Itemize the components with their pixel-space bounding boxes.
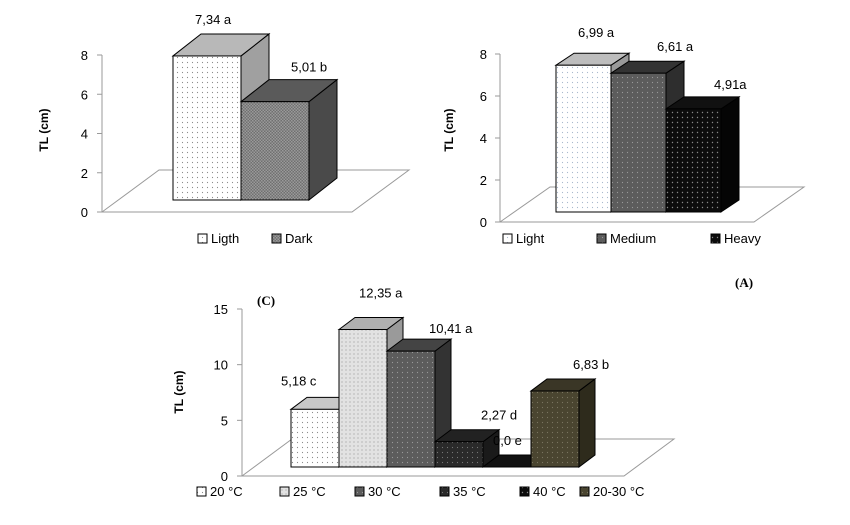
legend-swatch-icon xyxy=(196,486,207,497)
legend-swatch-icon xyxy=(596,233,607,244)
legend-swatch-icon xyxy=(354,486,365,497)
legend-item: Ligth xyxy=(197,231,239,246)
legend-label: 30 °C xyxy=(368,484,401,499)
legend-item: 20 °C xyxy=(196,484,243,499)
legend-swatch-icon xyxy=(579,486,590,497)
legend-item: 40 °C xyxy=(519,484,566,499)
y-tick-label: 0 xyxy=(81,205,88,220)
y-tick-label: 10 xyxy=(214,358,228,373)
bar-dark xyxy=(239,78,339,202)
data-label: 7,34 a xyxy=(195,12,232,27)
y-tick-label: 5 xyxy=(221,413,228,428)
data-label: 0,0 e xyxy=(493,433,522,448)
chart-2: 0 2 4 6 8 TL (cm) 6,99 a 6,61 a 4,91a Light Medium… xyxy=(442,25,806,290)
y-axis-label: TL (cm) xyxy=(37,108,51,151)
y-tick-label: 8 xyxy=(480,47,487,62)
y-tick-label: 0 xyxy=(221,469,228,484)
data-label: 10,41 a xyxy=(429,321,473,336)
legend-label: Heavy xyxy=(724,231,761,246)
legend-label: 25 °C xyxy=(293,484,326,499)
y-tick-label: 4 xyxy=(81,127,88,142)
data-label: 6,99 a xyxy=(578,25,615,40)
legend-label: Ligth xyxy=(211,231,239,246)
chart-floor xyxy=(240,438,676,477)
y-tick-label: 2 xyxy=(81,166,88,181)
data-label: 5,01 b xyxy=(291,60,327,75)
legend-swatch-icon xyxy=(279,486,290,497)
y-tick-label: 6 xyxy=(81,87,88,102)
panel-tag-c: (C) xyxy=(257,293,275,308)
legend-label: 35 °C xyxy=(453,484,486,499)
legend-label: 40 °C xyxy=(533,484,566,499)
legend-label: 20 °C xyxy=(210,484,243,499)
legend-label: Light xyxy=(516,231,545,246)
legend-label: 20-30 °C xyxy=(593,484,644,499)
legend-item: Medium xyxy=(596,231,656,246)
legend-item: Dark xyxy=(271,231,313,246)
y-tick-label: 6 xyxy=(480,89,487,104)
legend-item: 25 °C xyxy=(279,484,326,499)
legend-swatch-icon xyxy=(710,233,721,244)
bar-heavy xyxy=(664,95,741,213)
bar-35-c xyxy=(433,428,501,468)
data-label: 5,18 c xyxy=(281,373,317,388)
legend-item: 30 °C xyxy=(354,484,401,499)
chart-3: 0 5 10 15 TL (cm) 5,18 c 12,35 a 10,41 a 2,27 d 0… xyxy=(172,286,676,499)
y-tick-label: 2 xyxy=(480,173,487,188)
legend-label: Dark xyxy=(285,231,313,246)
legend-swatch-icon xyxy=(197,233,208,244)
bar-20-30-c xyxy=(529,377,597,468)
chart-floor xyxy=(498,186,806,223)
data-label: 12,35 a xyxy=(359,286,403,301)
legend-item: 20-30 °C xyxy=(579,484,644,499)
y-tick-label: 8 xyxy=(81,48,88,63)
y-axis-label: TL (cm) xyxy=(442,108,456,151)
legend-swatch-icon xyxy=(439,486,450,497)
data-label: 2,27 d xyxy=(481,408,517,423)
panel-tag-a: (A) xyxy=(735,275,753,290)
legend-label: Medium xyxy=(610,231,656,246)
legend-swatch-icon xyxy=(519,486,530,497)
data-label: 6,61 a xyxy=(657,39,694,54)
y-tick-label: 0 xyxy=(480,215,487,230)
y-axis-label: TL (cm) xyxy=(172,370,186,413)
y-tick-label: 4 xyxy=(480,131,487,146)
legend-item: Light xyxy=(502,231,545,246)
legend-item: 35 °C xyxy=(439,484,486,499)
legend-swatch-icon xyxy=(271,233,282,244)
data-label: 6,83 b xyxy=(573,357,609,372)
y-tick-label: 15 xyxy=(214,302,228,317)
legend-swatch-icon xyxy=(502,233,513,244)
data-label: 4,91a xyxy=(714,77,747,92)
chart-floor xyxy=(100,169,411,213)
chart-1: 0 2 4 6 8 TL (cm) 7,34 a 5,01 b Ligth Dark xyxy=(37,12,411,246)
legend-item: Heavy xyxy=(710,231,761,246)
